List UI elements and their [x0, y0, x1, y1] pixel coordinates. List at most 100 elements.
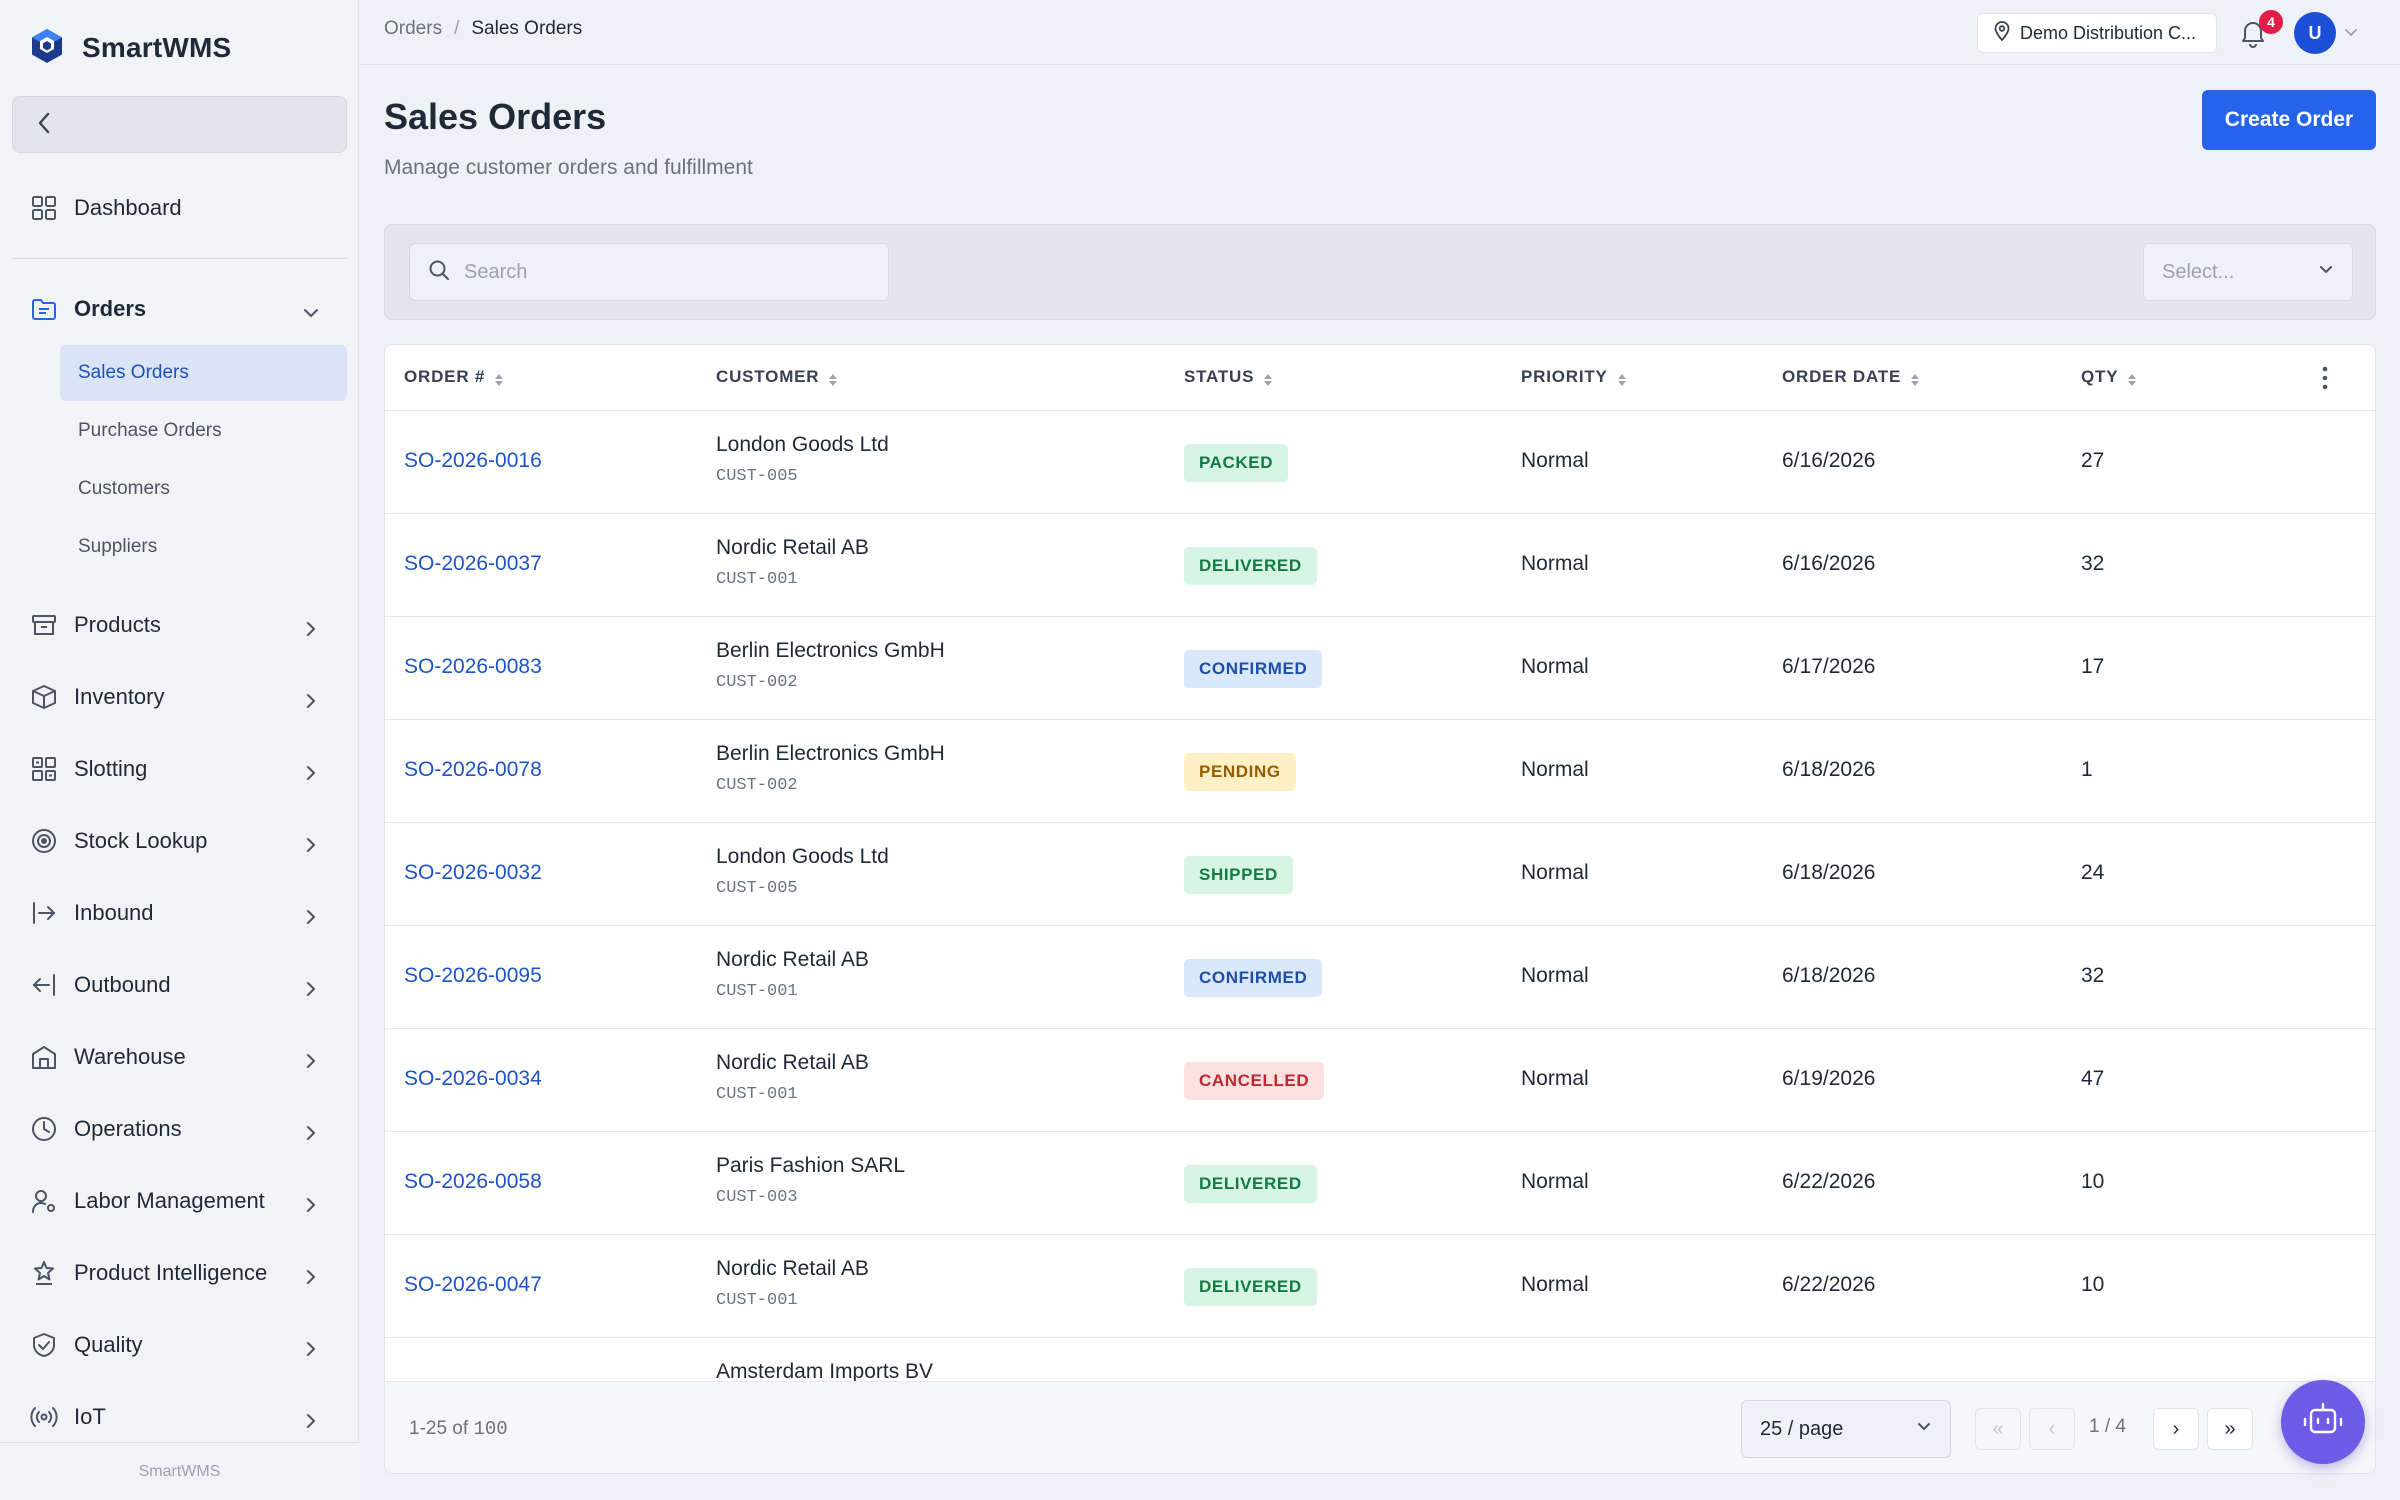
order-number-link[interactable]: SO-2026-0016	[404, 449, 542, 472]
table-row[interactable]: Amsterdam Imports BV	[385, 1338, 2375, 1381]
sidebar-item-operations[interactable]: Operations	[12, 1093, 347, 1165]
order-number-link[interactable]: SO-2026-0037	[404, 552, 542, 575]
breadcrumb-orders[interactable]: Orders	[384, 18, 443, 39]
column-header-order[interactable]: ORDER #	[404, 367, 504, 387]
qty-cell: 47	[2081, 1067, 2105, 1090]
chevron-down-icon	[2318, 261, 2334, 284]
table-row[interactable]: SO-2026-0078 Berlin Electronics GmbH CUST-…	[385, 720, 2375, 823]
status-filter-select[interactable]: Select...	[2143, 243, 2353, 301]
qty-cell: 10	[2081, 1273, 2105, 1296]
customer-cell: Nordic Retail AB CUST-001	[716, 948, 869, 1001]
order-date-cell: 6/22/2026	[1782, 1273, 1876, 1296]
brand-name: SmartWMS	[82, 32, 232, 63]
column-header-qty[interactable]: QTY	[2081, 367, 2137, 387]
qty-cell: 32	[2081, 552, 2105, 575]
order-date-cell: 6/18/2026	[1782, 861, 1876, 884]
sidebar-item-dashboard[interactable]: Dashboard	[12, 180, 347, 236]
order-date-cell: 6/18/2026	[1782, 758, 1876, 781]
column-header-priority[interactable]: PRIORITY	[1521, 367, 1626, 387]
search-input[interactable]	[464, 260, 864, 284]
column-header-label: PRIORITY	[1521, 367, 1608, 386]
customer-cell: Amsterdam Imports BV	[716, 1360, 933, 1381]
sidebar-item-slotting[interactable]: Slotting	[12, 733, 347, 805]
sort-icon	[1264, 371, 1273, 386]
column-header-label: ORDER #	[404, 367, 486, 386]
chevron-right-icon	[303, 1193, 319, 1212]
column-header-status[interactable]: STATUS	[1184, 367, 1273, 387]
table-row[interactable]: SO-2026-0095 Nordic Retail AB CUST-001 CONF…	[385, 926, 2375, 1029]
table-row[interactable]: SO-2026-0047 Nordic Retail AB CUST-001 DELI…	[385, 1235, 2375, 1338]
sidebar-item-label: Product Intelligence	[74, 1260, 268, 1285]
priority-cell: Normal	[1521, 449, 1589, 472]
search-icon	[428, 259, 450, 286]
sidebar-item-warehouse[interactable]: Warehouse	[12, 1021, 347, 1093]
shield-check-icon	[30, 1331, 58, 1359]
sidebar-item-product-intelligence[interactable]: Product Intelligence	[12, 1237, 347, 1309]
sidebar-subitem-suppliers[interactable]: Suppliers	[78, 536, 158, 557]
chevron-right-icon	[303, 689, 319, 708]
table-row[interactable]: SO-2026-0016 London Goods Ltd CUST-005 PACK…	[385, 411, 2375, 514]
order-number-link[interactable]: SO-2026-0078	[404, 758, 542, 781]
create-order-button[interactable]: Create Order	[2202, 90, 2376, 150]
order-number-link[interactable]: SO-2026-0058	[404, 1170, 542, 1193]
table-row[interactable]: SO-2026-0083 Berlin Electronics GmbH CUST-…	[385, 617, 2375, 720]
priority-cell: Normal	[1521, 964, 1589, 987]
location-selector[interactable]: Demo Distribution C...	[1977, 13, 2217, 53]
breadcrumb-separator: /	[454, 18, 460, 39]
folder-list-icon	[30, 295, 58, 323]
table-row[interactable]: SO-2026-0037 Nordic Retail AB CUST-001 DELI…	[385, 514, 2375, 617]
bell-icon[interactable]	[2236, 16, 2270, 50]
assistant-button[interactable]	[2281, 1380, 2365, 1464]
brand[interactable]: SmartWMS	[30, 26, 231, 70]
sidebar-subitem-purchase-orders[interactable]: Purchase Orders	[78, 420, 222, 441]
sidebar-item-inbound[interactable]: Inbound	[12, 877, 347, 949]
search-field[interactable]	[409, 243, 889, 301]
customer-cell: Berlin Electronics GmbH CUST-002	[716, 742, 945, 795]
first-page-button[interactable]: «	[1975, 1408, 2021, 1450]
sidebar-item-outbound[interactable]: Outbound	[12, 949, 347, 1021]
order-number-link[interactable]: SO-2026-0083	[404, 655, 542, 678]
sidebar-item-label: Slotting	[74, 756, 148, 781]
sidebar-item-labor-management[interactable]: Labor Management	[12, 1165, 347, 1237]
order-number-link[interactable]: SO-2026-0034	[404, 1067, 542, 1090]
sidebar-item-iot[interactable]: IoT	[12, 1381, 347, 1453]
table-row[interactable]: SO-2026-0032 London Goods Ltd CUST-005 SHIP…	[385, 823, 2375, 926]
chevron-right-icon	[303, 977, 319, 996]
order-number-link[interactable]: SO-2026-0047	[404, 1273, 542, 1296]
column-settings-kebab-icon[interactable]	[2315, 363, 2335, 393]
chevron-right-icon	[303, 833, 319, 852]
sidebar-item-products[interactable]: Products	[12, 589, 347, 661]
table-row[interactable]: SO-2026-0058 Paris Fashion SARL CUST-003 DE…	[385, 1132, 2375, 1235]
avatar[interactable]: U	[2294, 12, 2336, 54]
order-number-link[interactable]: SO-2026-0032	[404, 861, 542, 884]
sidebar-item-quality[interactable]: Quality	[12, 1309, 347, 1381]
table-row[interactable]: SO-2026-0034 Nordic Retail AB CUST-001 CANC…	[385, 1029, 2375, 1132]
table-header: ORDER # CUSTOMER STATUS PRIORITY ORDER D…	[385, 345, 2375, 411]
column-header-customer[interactable]: CUSTOMER	[716, 367, 838, 387]
last-page-button[interactable]: »	[2207, 1408, 2253, 1450]
nav-divider	[12, 258, 347, 259]
customer-name: London Goods Ltd	[716, 845, 889, 868]
sidebar-item-label: Stock Lookup	[74, 828, 208, 853]
order-number-link[interactable]: SO-2026-0095	[404, 964, 542, 987]
customer-id: CUST-002	[716, 673, 798, 692]
sidebar-item-stock-lookup[interactable]: Stock Lookup	[12, 805, 347, 877]
sidebar-item-orders[interactable]: Orders	[12, 281, 347, 337]
chevron-down-icon[interactable]	[2344, 26, 2358, 40]
qty-cell: 24	[2081, 861, 2105, 884]
sidebar-subitem-customers[interactable]: Customers	[78, 478, 170, 499]
customer-name: Nordic Retail AB	[716, 536, 869, 559]
sidebar-subitem-sales-orders[interactable]: Sales Orders	[60, 345, 347, 401]
customer-name: Amsterdam Imports BV	[716, 1360, 934, 1381]
sidebar-item-inventory[interactable]: Inventory	[12, 661, 347, 733]
column-header-order-date[interactable]: ORDER DATE	[1782, 367, 1920, 387]
sidebar-item-label: Inbound	[74, 900, 154, 925]
page-size-select[interactable]: 25 / page	[1741, 1400, 1951, 1458]
next-page-button[interactable]: ›	[2153, 1408, 2199, 1450]
range-total: 100	[473, 1418, 508, 1440]
previous-page-button[interactable]: ‹	[2029, 1408, 2075, 1450]
page-indicator: 1 / 4	[2089, 1416, 2126, 1437]
sidebar-item-label: Warehouse	[74, 1044, 186, 1069]
status-cell: PENDING	[1184, 753, 1296, 791]
sidebar-collapse-button[interactable]	[12, 96, 347, 153]
